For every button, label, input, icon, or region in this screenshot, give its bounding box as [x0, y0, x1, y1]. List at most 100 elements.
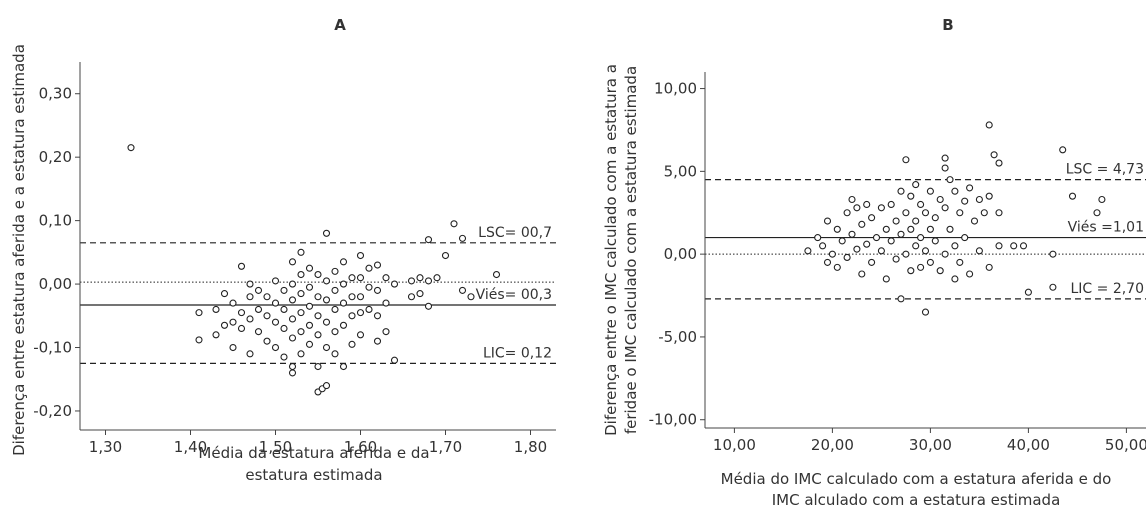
panel-a-data-point [356, 309, 365, 317]
panel-a-ticks: -0,20 -0,10 0,00 0,10 0,20 0,30 1,30 1,40 1,50 1,… [33, 85, 547, 456]
panel-a-data-point [237, 324, 246, 333]
panel-b-data-point [921, 308, 930, 316]
panel-a-data-point [288, 369, 297, 377]
panel-b-data-point [833, 263, 841, 271]
panel-b-data-point [917, 263, 925, 271]
panel-a-ref-label: LIC= 0,12 [483, 345, 552, 361]
panel-b-data-point [985, 192, 993, 200]
panel-a-x-tick-label: 1,60 [344, 438, 377, 456]
panel-a-data-point [348, 293, 356, 301]
panel-a-data-point [467, 293, 475, 301]
panel-a-data-point [339, 258, 348, 266]
panel-a-y-tick-label: -0,10 [33, 339, 72, 357]
panel-a-data-point [322, 277, 331, 285]
panel-b-data-point [956, 209, 964, 217]
panel-a-data-point [271, 277, 280, 285]
panel-b-data-point [912, 181, 920, 189]
panel-a-data-point [390, 280, 399, 288]
panel-b-data-point [941, 154, 949, 162]
panel-a-y-tick-label: -0,20 [33, 402, 72, 420]
panel-b-data-point [853, 204, 861, 212]
panel-a-data-point [280, 305, 288, 313]
panel-a-data-point [237, 309, 246, 317]
panel-a-data-point [356, 331, 365, 339]
panel-b-title: B [942, 16, 953, 34]
panel-a-data-point [382, 299, 390, 307]
panel-a-data-point [305, 321, 314, 329]
panel-b-data-point [868, 214, 876, 222]
panel-a-data-point [424, 302, 433, 310]
panel-b-y-tick-label: -5,00 [658, 328, 697, 346]
panel-b-axes [704, 72, 1146, 429]
panel-b-data-point [848, 230, 856, 238]
panel-a-ylabel: Diferença entre estatura aferida e a est… [10, 44, 28, 456]
panel-a-data-point [356, 293, 365, 301]
panel-a-points [127, 144, 501, 396]
panel-a-y-tick-label: 0,20 [39, 148, 72, 166]
panel-a-data-point [246, 293, 254, 301]
panel-b-data-point [995, 209, 1003, 217]
panel-a-axes [79, 62, 556, 431]
panel-b-data-point [966, 270, 974, 278]
panel-b-data-point [926, 187, 934, 195]
panel-b-data-point [946, 225, 954, 233]
panel-a-data-point [297, 328, 305, 336]
panel-b-xlabel-line-2: IMC alculado com a estatura estimada [772, 491, 1061, 509]
panel-b-data-point [863, 200, 871, 209]
panel-a-data-point [246, 280, 254, 288]
panel-a-data-point [407, 293, 416, 301]
panel-b-data-point [877, 247, 885, 255]
panel-b-data-point [882, 225, 890, 233]
panel-a-x-tick-label: 1,40 [174, 438, 207, 456]
panel-b-data-point [926, 258, 934, 266]
panel-b-data-point [819, 242, 827, 250]
panel-b-data-point [887, 200, 895, 209]
panel-b-data-point [848, 195, 856, 204]
panel-b-y-tick-label: 0,00 [664, 245, 697, 263]
panel-a-data-point [127, 144, 135, 152]
panel-a-data-point [314, 312, 322, 320]
panel-b-data-point [814, 234, 822, 242]
panel-b-data-point [877, 204, 885, 212]
panel-a-data-point [322, 318, 331, 326]
panel-a-data-point [288, 315, 297, 323]
panel-b-data-point [985, 263, 993, 271]
panel-a-data-point [297, 248, 305, 256]
panel-a-data-point [288, 280, 297, 288]
panel-a-data-point [305, 283, 314, 291]
panel-a-data-point [356, 251, 365, 260]
panel-a-data-point [365, 264, 373, 272]
panel-a-ref-lines: LSC= 00,7 Viés= 00,3 LIC= 0,12 [80, 225, 556, 364]
panel-a-data-point [263, 337, 271, 345]
panel-b-x-tick-label: 50,00 [1105, 436, 1146, 454]
panel-b-data-point [1068, 192, 1077, 200]
panel-a-data-point [220, 321, 229, 329]
panel-b-data-point [887, 237, 895, 245]
panel-b-y-tick-label: 5,00 [664, 162, 697, 180]
panel-b-data-point [931, 214, 939, 222]
panel-b-data-point [858, 270, 866, 278]
panel-a-data-point [441, 251, 450, 260]
panel-a-x-tick-label: 1,30 [89, 438, 122, 456]
panel-a-xlabel-line-2: estatura estimada [245, 466, 382, 484]
panel-a-x-tick-label: 1,70 [429, 438, 462, 456]
panel-b-data-point [902, 209, 910, 217]
panel-a-x-tick-label: 1,80 [514, 438, 547, 456]
panel-a-ref-label: Viés= 00,3 [476, 287, 552, 303]
panel-a-data-point [314, 293, 322, 301]
panel-b-ylabel-line-1: Diferença entre o IMC calculado com a es… [602, 64, 620, 436]
panel-a-data-point [246, 350, 254, 358]
panel-a-data-point [297, 290, 305, 298]
panel-b-data-point [833, 225, 841, 233]
panel-b-data-point [872, 234, 881, 242]
panel-a-data-point [339, 363, 348, 371]
panel-b-data-point [970, 217, 979, 225]
panel-b-data-point [843, 253, 851, 262]
panel-b-data-point [853, 245, 861, 253]
panel-b-data-point [917, 234, 925, 242]
panel-a-data-point [254, 286, 263, 294]
panel-b-data-point [1049, 250, 1057, 258]
panel-a-data-point [263, 293, 271, 301]
panel-b-data-point [892, 217, 900, 225]
panel-b-data-point [902, 156, 910, 164]
